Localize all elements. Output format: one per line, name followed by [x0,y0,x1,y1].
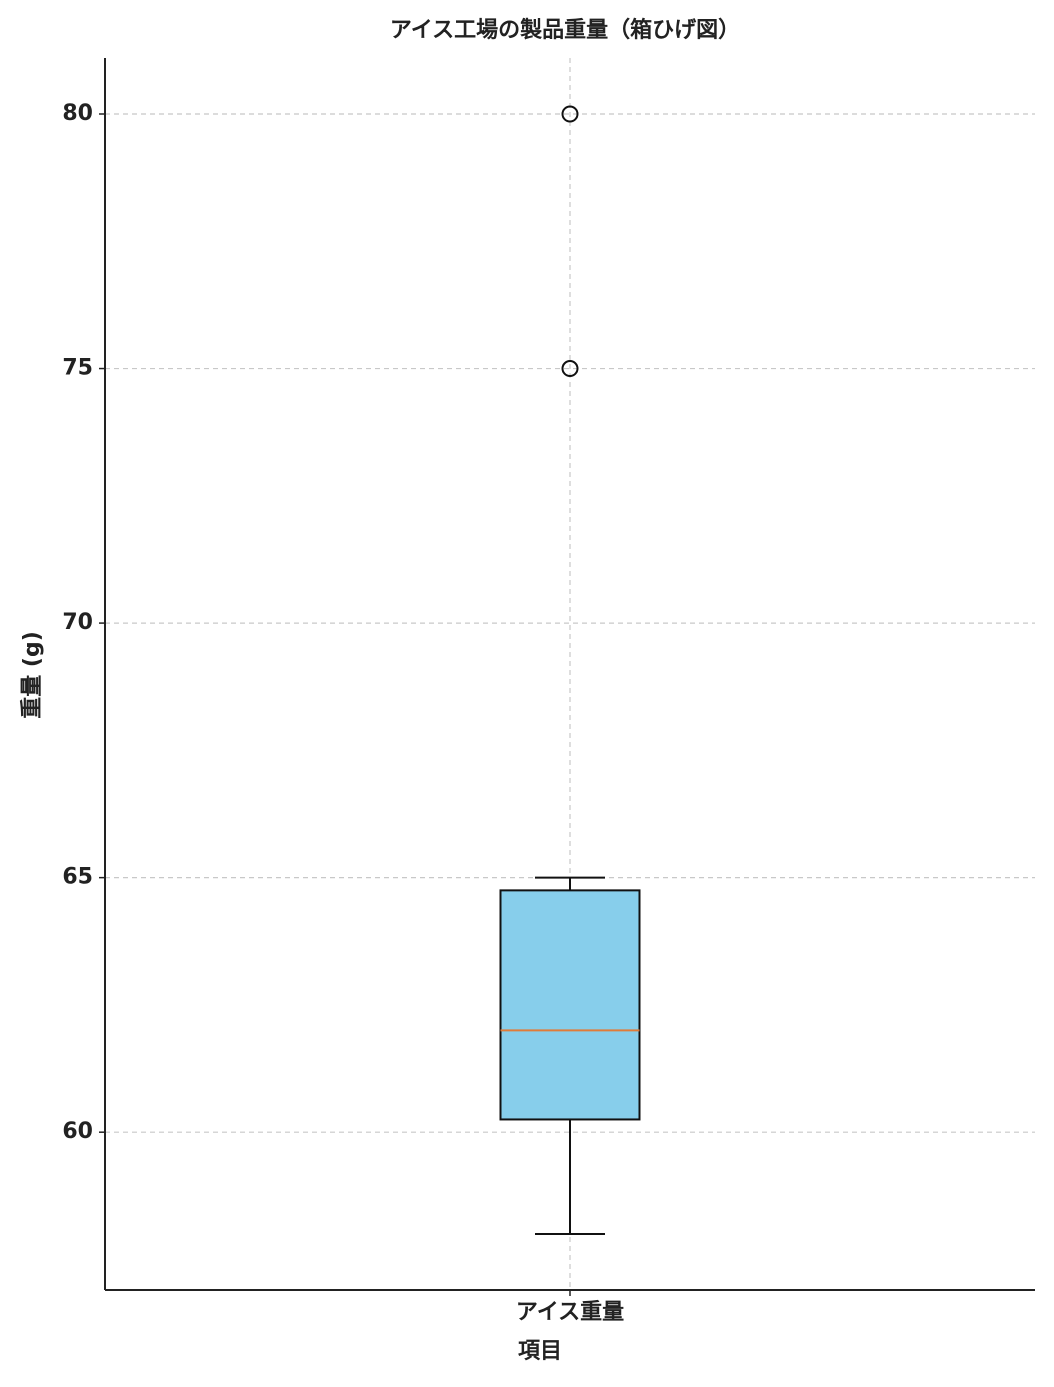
x-axis-label: 項目 [518,1339,562,1364]
y-tick-label: 60 [62,1119,93,1144]
y-tick-label: 65 [62,865,93,890]
y-axis-label: 重量 (g) [20,631,45,719]
y-tick-label: 80 [62,101,93,126]
box [499,889,641,1121]
y-tick-label: 70 [62,610,93,635]
x-tick-label: アイス重量 [516,1300,624,1325]
outlier [561,105,579,123]
outlier [561,360,579,378]
y-tick-label: 75 [62,356,93,381]
chart-title: アイス工場の製品重量（箱ひげ図） [390,17,740,43]
